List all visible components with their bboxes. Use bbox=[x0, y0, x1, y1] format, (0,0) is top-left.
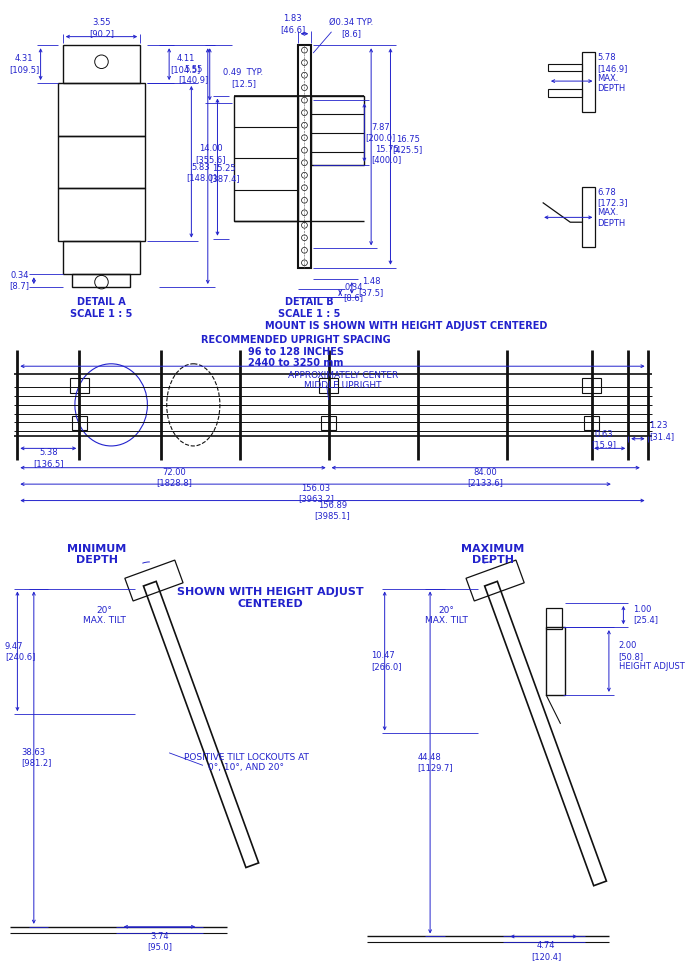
Text: MOUNT IS SHOWN WITH HEIGHT ADJUST CENTERED: MOUNT IS SHOWN WITH HEIGHT ADJUST CENTER… bbox=[265, 321, 547, 331]
Text: 4.11
[104.5]: 4.11 [104.5] bbox=[170, 55, 201, 74]
Text: POSITIVE TILT LOCKOUTS AT
0°, 10°, AND 20°: POSITIVE TILT LOCKOUTS AT 0°, 10°, AND 2… bbox=[184, 752, 309, 772]
Text: 6.78
[172.3]
MAX.
DEPTH: 6.78 [172.3] MAX. DEPTH bbox=[597, 187, 628, 227]
Bar bbox=[63, 45, 140, 83]
Text: 5.78
[146.9]
MAX.
DEPTH: 5.78 [146.9] MAX. DEPTH bbox=[597, 54, 628, 94]
Bar bbox=[298, 45, 311, 267]
Text: 3.74
[95.0]: 3.74 [95.0] bbox=[147, 931, 172, 951]
Text: 1.00
[25.4]: 1.00 [25.4] bbox=[633, 605, 658, 625]
Bar bbox=[546, 628, 565, 695]
Text: 9.47
[240.6]: 9.47 [240.6] bbox=[5, 641, 35, 661]
Bar bbox=[234, 96, 298, 222]
Text: RECOMMENDED UPRIGHT SPACING
96 to 128 INCHES
2440 to 3250 mm: RECOMMENDED UPRIGHT SPACING 96 to 128 IN… bbox=[201, 335, 391, 368]
Text: 5.55
[140.9]: 5.55 [140.9] bbox=[178, 64, 209, 84]
Text: 4.31
[109.5]: 4.31 [109.5] bbox=[9, 55, 40, 74]
Text: 20°
MAX. TILT: 20° MAX. TILT bbox=[425, 606, 468, 626]
Text: 5.38
[136.5]: 5.38 [136.5] bbox=[33, 448, 64, 468]
Text: 0.34
[8.6]: 0.34 [8.6] bbox=[344, 283, 364, 303]
Text: 84.00
[2133.6]: 84.00 [2133.6] bbox=[467, 468, 503, 487]
Text: 16.75
[425.5]: 16.75 [425.5] bbox=[393, 136, 423, 154]
Text: 156.89
[3985.1]: 156.89 [3985.1] bbox=[315, 501, 351, 520]
Bar bbox=[321, 417, 336, 430]
Bar bbox=[58, 188, 145, 240]
Text: SHOWN WITH HEIGHT ADJUST
CENTERED: SHOWN WITH HEIGHT ADJUST CENTERED bbox=[177, 588, 364, 609]
Text: 38.63
[981.2]: 38.63 [981.2] bbox=[21, 748, 52, 767]
Text: 0.34
[8.7]: 0.34 [8.7] bbox=[9, 271, 29, 291]
Bar bbox=[584, 417, 599, 430]
Bar bbox=[63, 240, 140, 274]
Text: 5.83
[148.0]: 5.83 [148.0] bbox=[186, 163, 216, 183]
Text: 1.48
[37.5]: 1.48 [37.5] bbox=[358, 277, 384, 297]
Bar bbox=[546, 608, 561, 630]
Text: 3.55
[90.2]: 3.55 [90.2] bbox=[89, 19, 114, 38]
Text: 0.63
[15.9]: 0.63 [15.9] bbox=[592, 430, 617, 449]
Bar bbox=[69, 378, 89, 393]
Bar bbox=[311, 96, 365, 165]
Text: 14.00
[355.6]: 14.00 [355.6] bbox=[195, 144, 226, 164]
Bar bbox=[582, 378, 601, 393]
Bar bbox=[548, 89, 582, 97]
Bar bbox=[582, 187, 595, 247]
Bar bbox=[71, 417, 87, 430]
Text: 44.48
[1129.7]: 44.48 [1129.7] bbox=[418, 752, 453, 772]
Bar bbox=[582, 52, 595, 112]
Bar bbox=[58, 136, 145, 188]
Text: 15.25
[387.4]: 15.25 [387.4] bbox=[209, 164, 240, 183]
Text: Ø0.34 TYP.
[8.6]: Ø0.34 TYP. [8.6] bbox=[328, 19, 373, 38]
Bar bbox=[58, 83, 145, 136]
Text: DETAIL B
SCALE 1 : 5: DETAIL B SCALE 1 : 5 bbox=[278, 298, 340, 319]
Text: 0.49  TYP.
[12.5]: 0.49 TYP. [12.5] bbox=[224, 68, 263, 88]
Text: 156.03
[3963.2]: 156.03 [3963.2] bbox=[298, 484, 334, 504]
Text: APPROXIMATELY CENTER
MIDDLE UPRIGHT: APPROXIMATELY CENTER MIDDLE UPRIGHT bbox=[288, 371, 398, 390]
Text: 7.87
[200.0]: 7.87 [200.0] bbox=[366, 123, 396, 142]
Bar bbox=[548, 63, 582, 71]
Text: 1.83
[46.6]: 1.83 [46.6] bbox=[280, 15, 306, 34]
Bar bbox=[73, 274, 130, 287]
Text: 20°
MAX. TILT: 20° MAX. TILT bbox=[83, 606, 126, 626]
Bar bbox=[319, 378, 338, 393]
Text: 2.00
[50.8]
HEIGHT ADJUST: 2.00 [50.8] HEIGHT ADJUST bbox=[619, 641, 684, 671]
Text: DETAIL A
SCALE 1 : 5: DETAIL A SCALE 1 : 5 bbox=[70, 298, 132, 319]
Text: 15.75
[400.0]: 15.75 [400.0] bbox=[371, 144, 402, 164]
Text: MAXIMUM
DEPTH: MAXIMUM DEPTH bbox=[462, 544, 525, 565]
Text: 10.47
[266.0]: 10.47 [266.0] bbox=[371, 651, 402, 671]
Text: 72.00
[1828.8]: 72.00 [1828.8] bbox=[156, 468, 192, 487]
Text: MINIMUM
DEPTH: MINIMUM DEPTH bbox=[67, 544, 126, 565]
Text: 1.23
[31.4]: 1.23 [31.4] bbox=[649, 422, 674, 441]
Text: 4.74
[120.4]: 4.74 [120.4] bbox=[531, 941, 561, 960]
